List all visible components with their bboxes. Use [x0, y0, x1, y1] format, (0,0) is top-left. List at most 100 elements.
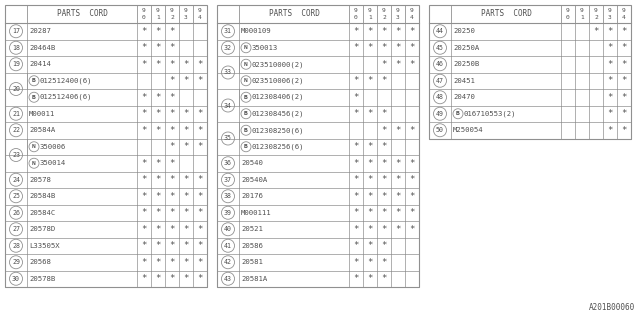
Text: 39: 39 [224, 210, 232, 216]
Text: 4: 4 [410, 15, 414, 20]
Text: *: * [141, 192, 147, 201]
Text: 20581A: 20581A [241, 276, 268, 282]
Text: 0: 0 [142, 15, 146, 20]
Text: N: N [244, 45, 248, 50]
Text: B: B [32, 95, 36, 100]
Text: *: * [183, 126, 189, 135]
Text: *: * [353, 175, 358, 184]
Text: *: * [156, 109, 161, 118]
Text: 9: 9 [368, 8, 372, 13]
Text: 9: 9 [622, 8, 626, 13]
Text: 20250: 20250 [453, 28, 475, 34]
Text: 18: 18 [12, 45, 20, 51]
Text: *: * [170, 27, 175, 36]
Text: *: * [381, 27, 387, 36]
Text: 1: 1 [156, 15, 160, 20]
Text: *: * [367, 142, 372, 151]
Text: *: * [607, 27, 612, 36]
Text: 350014: 350014 [40, 160, 67, 166]
Text: B: B [32, 78, 36, 83]
Text: *: * [367, 175, 372, 184]
Text: *: * [183, 258, 189, 267]
Text: *: * [353, 43, 358, 52]
Text: *: * [197, 109, 203, 118]
Text: 27: 27 [12, 226, 20, 232]
Text: *: * [621, 93, 627, 102]
Text: B: B [244, 111, 248, 116]
Text: *: * [381, 60, 387, 69]
Text: *: * [367, 43, 372, 52]
Text: *: * [156, 60, 161, 69]
Text: *: * [141, 258, 147, 267]
Text: *: * [170, 192, 175, 201]
Text: *: * [156, 241, 161, 250]
Text: 20250B: 20250B [453, 61, 479, 67]
Text: 350013: 350013 [252, 45, 278, 51]
Text: *: * [141, 159, 147, 168]
Text: *: * [410, 27, 415, 36]
Text: 012308456(2): 012308456(2) [252, 110, 305, 117]
Text: 20250A: 20250A [453, 45, 479, 51]
Text: *: * [621, 109, 627, 118]
Text: *: * [141, 208, 147, 217]
Text: 35: 35 [224, 135, 232, 141]
Text: *: * [381, 241, 387, 250]
Text: *: * [410, 126, 415, 135]
Text: *: * [156, 126, 161, 135]
Text: *: * [367, 241, 372, 250]
Text: 2: 2 [594, 15, 598, 20]
Text: *: * [367, 109, 372, 118]
Text: *: * [197, 142, 203, 151]
Text: M00011: M00011 [29, 111, 55, 117]
Text: *: * [353, 241, 358, 250]
Text: 012512406(6): 012512406(6) [40, 94, 93, 100]
Text: *: * [353, 109, 358, 118]
Text: PARTS  CORD: PARTS CORD [269, 10, 319, 19]
Text: *: * [183, 192, 189, 201]
Text: 2: 2 [382, 15, 386, 20]
Text: 28: 28 [12, 243, 20, 249]
Text: *: * [381, 109, 387, 118]
Text: *: * [367, 27, 372, 36]
Text: 012308406(2): 012308406(2) [252, 94, 305, 100]
Text: *: * [197, 192, 203, 201]
Text: 1: 1 [368, 15, 372, 20]
Text: 20521: 20521 [241, 226, 263, 232]
Text: 37: 37 [224, 177, 232, 183]
Text: *: * [621, 76, 627, 85]
Text: *: * [170, 109, 175, 118]
Bar [5, 5, 207, 287]
Text: *: * [353, 159, 358, 168]
Text: *: * [170, 142, 175, 151]
Text: 20581: 20581 [241, 259, 263, 265]
Text: *: * [183, 225, 189, 234]
Text: 47: 47 [436, 78, 444, 84]
Text: *: * [141, 60, 147, 69]
Text: *: * [410, 43, 415, 52]
Text: *: * [396, 60, 401, 69]
Text: *: * [621, 126, 627, 135]
Text: *: * [183, 241, 189, 250]
Text: *: * [593, 27, 598, 36]
Text: 2: 2 [170, 15, 174, 20]
Text: 9: 9 [608, 8, 612, 13]
Text: PARTS  CORD: PARTS CORD [481, 10, 531, 19]
Text: 9: 9 [594, 8, 598, 13]
Text: *: * [197, 60, 203, 69]
Text: 49: 49 [436, 111, 444, 117]
Text: 20578: 20578 [29, 177, 51, 183]
Text: *: * [197, 175, 203, 184]
Text: 17: 17 [12, 28, 20, 34]
Text: 9: 9 [156, 8, 160, 13]
Text: 23: 23 [12, 152, 20, 158]
Text: 20584B: 20584B [29, 193, 55, 199]
Text: 4: 4 [198, 15, 202, 20]
Text: *: * [156, 93, 161, 102]
Text: *: * [197, 241, 203, 250]
Text: 9: 9 [198, 8, 202, 13]
Text: *: * [621, 27, 627, 36]
Text: 31: 31 [224, 28, 232, 34]
Text: PARTS  CORD: PARTS CORD [56, 10, 108, 19]
Text: N: N [244, 62, 248, 67]
Text: 023510006(2): 023510006(2) [252, 77, 305, 84]
